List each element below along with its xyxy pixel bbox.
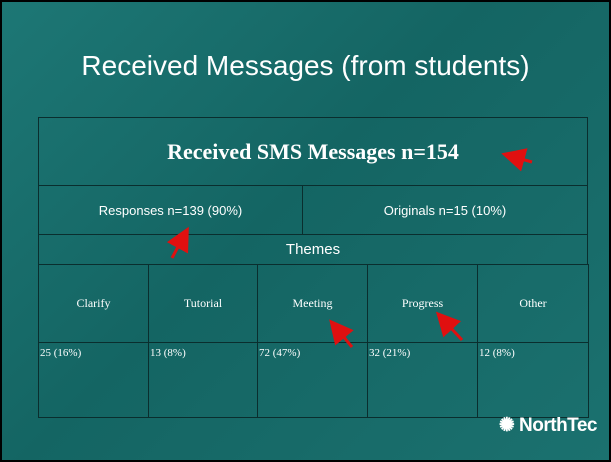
arrow <box>166 226 189 259</box>
count-cell: 12 (8%) <box>477 342 589 418</box>
slide-title: Received Messages (from students) <box>81 50 530 81</box>
arrow <box>435 311 464 342</box>
arrow <box>329 319 354 348</box>
logo-text: NorthTec <box>519 415 597 436</box>
logo: ✺ NorthTec <box>498 415 598 436</box>
arrow <box>501 148 533 172</box>
